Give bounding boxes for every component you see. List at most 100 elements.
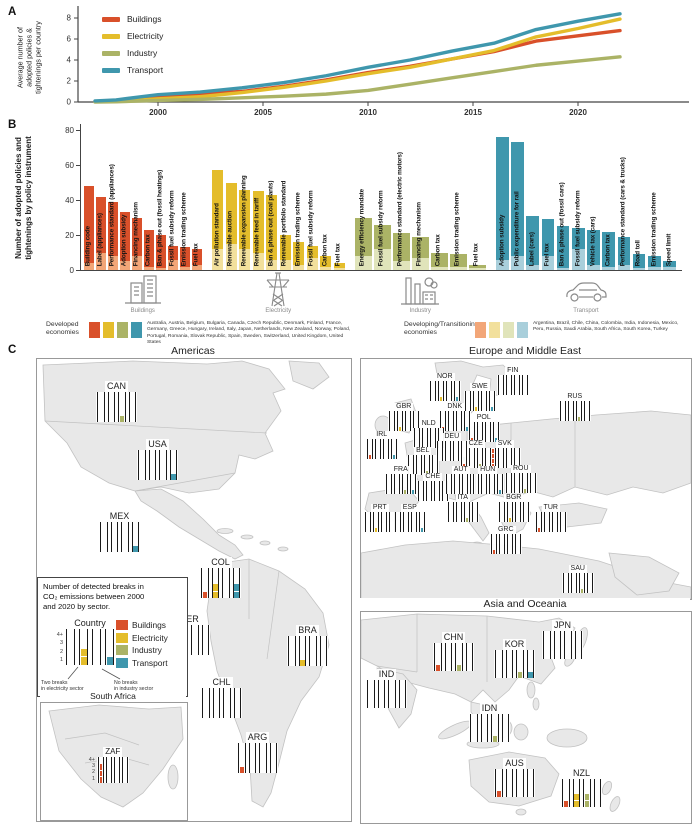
country-chart-ROU: ROU	[505, 465, 537, 494]
legend-swatch-transport	[116, 657, 128, 668]
break-segment-electricity	[508, 518, 511, 523]
break-axis-label: 3	[59, 640, 63, 647]
swatch-transport-light	[517, 322, 528, 338]
break-column-industry	[121, 521, 129, 552]
break-chart	[472, 474, 504, 495]
break-column-electricity	[473, 391, 479, 412]
break-column-industry	[92, 628, 101, 665]
bar-segment-developed	[648, 256, 661, 267]
break-segment-transport	[234, 584, 239, 591]
country-chart-CHE: CHE	[417, 473, 449, 502]
break-column-electricity	[375, 439, 381, 460]
bar-segment-developed	[632, 254, 646, 269]
break-column-electricity	[454, 474, 460, 495]
europe-map-panel: NOR SWE FIN RUS GBR DNK NLD IRL DEU POL BEL CZE SVK F…	[360, 358, 692, 600]
break-column-industry	[430, 428, 436, 449]
bar-segment-developing	[144, 266, 154, 270]
break-column-buildings	[97, 391, 105, 422]
break-column-buildings	[506, 473, 512, 494]
bar-segment-developed	[469, 264, 486, 269]
break-column-electricity	[480, 713, 488, 742]
break-column-buildings	[446, 474, 452, 495]
legend-example-chart: Country 4+ 3 2 1	[46, 618, 115, 665]
legend-item-label: Transport	[132, 657, 168, 668]
bar-segment-developing	[469, 268, 486, 270]
bar-segment-developed	[572, 228, 585, 249]
break-segment-transport	[171, 473, 176, 480]
break-chart	[464, 391, 496, 412]
break-column-transport	[464, 411, 470, 432]
bar-label: Financing mechanism	[132, 202, 140, 267]
bar-segment-developing	[587, 264, 600, 270]
break-segment-transport	[411, 490, 414, 495]
break-column-industry	[481, 391, 487, 412]
break-column-electricity	[298, 635, 306, 666]
bar-segment-developing	[556, 268, 570, 270]
break-column-industry	[222, 567, 230, 598]
country-code-label: FIN	[505, 367, 521, 376]
bar-label: Label (cars)	[528, 232, 536, 267]
country-chart-CZE: CZE	[460, 440, 492, 469]
bar-label: Building code	[84, 225, 92, 267]
break-column-industry	[114, 756, 120, 783]
break-chart	[394, 512, 426, 533]
legend-item-industry: Industry	[116, 645, 168, 655]
break-segment-electricity	[80, 657, 87, 665]
bar-segment-developing	[431, 266, 448, 270]
industry-icon	[399, 272, 441, 306]
bar-label: Emission trading scheme	[180, 192, 188, 267]
country-chart-PRT: PRT	[364, 504, 396, 533]
break-chart	[490, 534, 522, 555]
break-chart	[535, 512, 567, 533]
country-code-label: USA	[146, 439, 169, 450]
line-series-transport	[93, 12, 622, 103]
sector-name: Electricity	[265, 308, 292, 314]
bar-segment-developing	[511, 256, 524, 270]
country-chart-COL: COL	[200, 557, 241, 598]
bar-segment-developing	[541, 256, 555, 270]
break-chart	[287, 635, 328, 666]
break-column-buildings	[389, 411, 395, 432]
break-segment-buildings	[496, 791, 501, 797]
y-axis	[80, 124, 82, 270]
bar-segment-developed	[541, 219, 555, 256]
region-title-asia: Asia and Oceania	[360, 598, 690, 610]
break-chart	[494, 649, 535, 678]
bar-segment-developed	[393, 233, 410, 262]
bar-segment-developed	[96, 196, 106, 253]
break-column-industry	[464, 502, 470, 523]
break-chart	[385, 474, 417, 495]
country-code-label: NOR	[434, 373, 455, 382]
bar-segment-developing	[132, 256, 142, 270]
break-segment-transport	[528, 672, 533, 678]
break-column-buildings	[437, 441, 443, 462]
bar-segment-developed	[108, 201, 118, 256]
break-column-electricity	[481, 474, 487, 495]
break-column-transport	[584, 401, 590, 422]
break-chart	[498, 502, 530, 523]
break-segment-transport	[234, 591, 239, 598]
break-segment-transport	[106, 657, 113, 665]
country-code-label: NLD	[419, 420, 438, 429]
legend-label: Buildings	[127, 14, 162, 24]
break-chart	[364, 512, 396, 533]
bar-segment-developed	[252, 191, 264, 253]
break-segment-buildings	[491, 454, 494, 459]
break-column-electricity	[448, 411, 454, 432]
country-code-label: Country	[72, 618, 108, 629]
break-segment-industry	[119, 415, 124, 422]
y-tick-label: 40	[65, 195, 74, 205]
break-column-transport	[587, 573, 593, 594]
x-tick-label: 2010	[359, 108, 377, 117]
bar-segment-developed	[431, 252, 448, 267]
break-column-industry	[309, 635, 317, 666]
country-code-label: GRC	[495, 526, 516, 535]
break-column-buildings	[408, 455, 414, 476]
bar-label: Emission trading scheme	[650, 192, 658, 267]
bar-label: Emission trading scheme	[294, 192, 302, 267]
bar-label: Fuel tax	[543, 243, 551, 267]
bar-label: Fossil fuel subsidy reform	[574, 190, 582, 267]
break-chart: 4+ 3 2 1	[57, 628, 115, 665]
bar-segment-developed	[293, 242, 304, 265]
break-column-electricity	[498, 448, 504, 469]
